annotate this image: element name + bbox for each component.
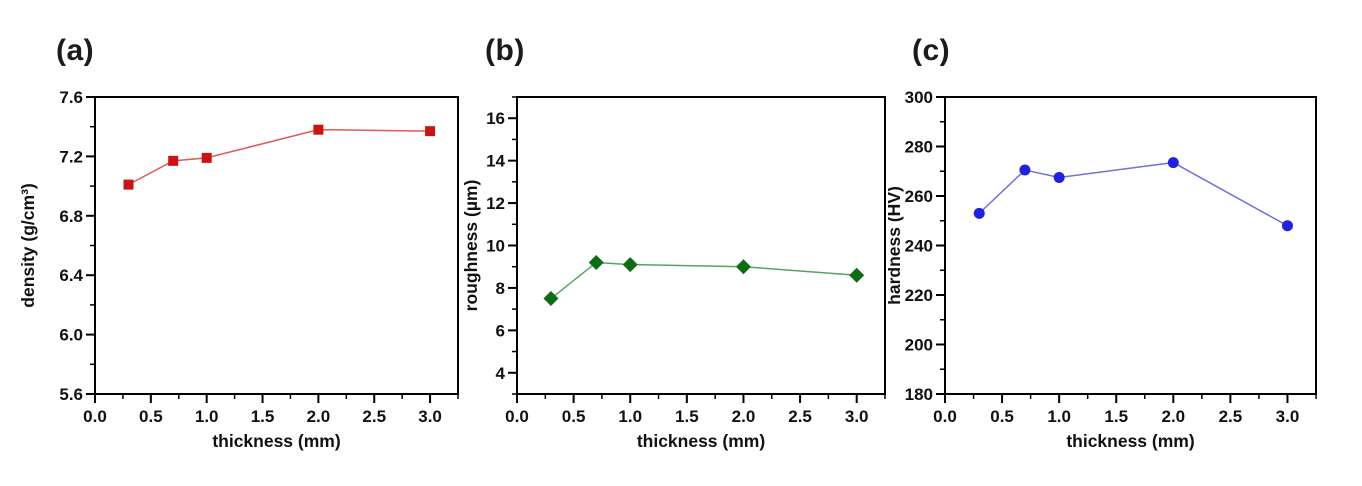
y-tick-label: 10 [486,237,505,256]
chart-hardness: 0.0 0.5 1.0 1.5 2.0 2.5 3.0 180 200 220 240 260 280 3… [888,0,1362,486]
circle-marker [1281,220,1293,232]
y-tick-label: 8 [496,279,505,298]
y-axis-label: hardness (HV) [888,186,904,305]
x-tick-label: 2.5 [1219,407,1243,426]
chart-svg-b: 0.0 0.5 1.0 1.5 2.0 2.5 3.0 4 6 8 10 12 14 16 thicknes… [461,96,886,451]
panel-c-label: (c) [912,34,951,67]
x-tick-label: 1.5 [1104,407,1128,426]
x-tick-label: 0.0 [505,407,529,426]
x-tick-label: 0.5 [990,407,1014,426]
x-tick-label: 3.0 [845,407,869,426]
diamond-marker [543,291,559,307]
circle-marker [1053,171,1065,183]
x-tick-label: 3.0 [418,407,442,426]
x-tick-label: 2.0 [307,407,331,426]
x-axis-label: thickness (mm) [212,431,340,451]
y-tick-label: 240 [905,237,933,256]
y-tick-label: 180 [905,385,933,404]
x-tick-label: 1.5 [675,407,699,426]
x-tick-label: 0.0 [83,407,107,426]
y-tick-label: 260 [905,187,933,206]
square-marker [168,155,179,166]
y-tick-label: 6.0 [59,326,83,345]
chart-svg-c: 0.0 0.5 1.0 1.5 2.0 2.5 3.0 180 200 220 240 260 280 3… [888,88,1317,451]
chart-svg-a: 0.0 0.5 1.0 1.5 2.0 2.5 3.0 5.6 6.0 6.4 6.8 7.2 7.6 t… [18,88,459,451]
plot-frame [516,96,886,395]
plot-frame [94,96,459,395]
square-marker [201,152,212,163]
y-tick-label: 280 [905,138,933,157]
x-tick-label: 1.0 [1047,407,1071,426]
y-tick-label: 5.6 [59,385,83,404]
chart-density: 0.0 0.5 1.0 1.5 2.0 2.5 3.0 5.6 6.0 6.4 6.8 7.2 7.6 t… [0,0,470,486]
panel-a-label: (a) [56,34,95,67]
y-tick-label: 200 [905,336,933,355]
y-tick-label: 7.2 [59,147,83,166]
x-tick-label: 2.5 [788,407,812,426]
panel-a: (a) 0.0 0.5 1.0 1.5 2.0 2.5 3.0 5.6 6.0 6.4 6.8 7.2… [0,0,470,486]
x-axis-label: thickness (mm) [637,431,765,451]
y-tick-label: 4 [496,364,506,383]
diamond-marker [588,254,604,270]
square-marker [313,124,324,135]
x-tick-label: 1.0 [195,407,219,426]
square-marker [123,179,134,190]
diamond-marker [735,259,751,275]
y-axis-label: density (g/cm³) [18,183,38,307]
x-tick-label: 1.5 [251,407,275,426]
diamond-marker [849,267,865,283]
x-tick-label: 3.0 [1276,407,1300,426]
y-tick-label: 6 [496,321,505,340]
x-tick-label: 2.5 [362,407,386,426]
panel-b-label: (b) [485,34,525,67]
y-tick-label: 300 [905,88,933,107]
plot-frame [944,96,1317,395]
y-tick-label: 12 [486,194,505,213]
x-tick-label: 2.0 [1161,407,1185,426]
y-tick-label: 16 [486,109,505,128]
x-tick-label: 0.5 [562,407,586,426]
x-tick-label: 0.5 [139,407,163,426]
chart-roughness: 0.0 0.5 1.0 1.5 2.0 2.5 3.0 4 6 8 10 12 14 16 thicknes… [460,0,888,486]
y-tick-label: 6.4 [59,266,83,285]
circle-marker [1019,164,1031,176]
diamond-marker [622,257,638,273]
x-axis-label: thickness (mm) [1066,431,1194,451]
circle-marker [1167,157,1179,169]
panel-b: (b) 0.0 0.5 1.0 1.5 2.0 2.5 3.0 4 6 8 10 12 14 16 thic… [460,0,888,486]
y-tick-label: 14 [486,152,505,171]
y-tick-label: 220 [905,286,933,305]
y-axis-label: roughness (µm) [461,180,481,312]
x-tick-label: 1.0 [618,407,642,426]
square-marker [425,126,436,137]
x-tick-label: 2.0 [732,407,756,426]
y-tick-label: 7.6 [59,88,83,107]
x-tick-label: 0.0 [933,407,957,426]
circle-marker [973,207,985,219]
y-tick-label: 6.8 [59,207,83,226]
panel-c: (c) 0.0 0.5 1.0 1.5 2.0 2.5 3.0 180 200 220 240 260… [888,0,1362,486]
